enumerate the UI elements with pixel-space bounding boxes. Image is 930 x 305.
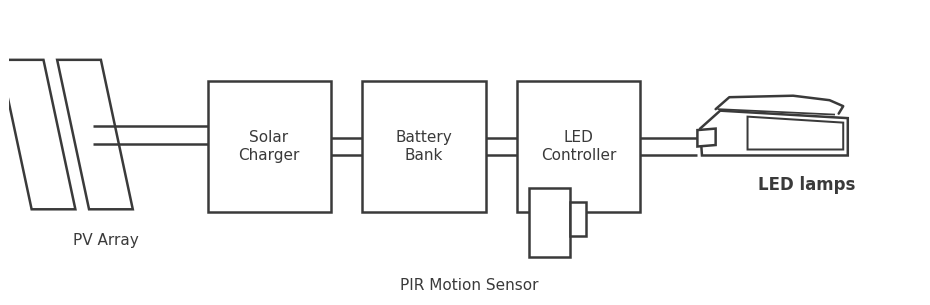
Polygon shape [700,111,848,156]
Polygon shape [0,60,75,209]
Polygon shape [529,188,570,257]
Bar [363,81,485,212]
Text: Solar
Charger: Solar Charger [238,130,299,163]
Polygon shape [698,129,716,146]
Text: Battery
Bank: Battery Bank [395,130,452,163]
Text: PV Array: PV Array [73,233,139,248]
Bar [207,81,330,212]
Bar [517,81,641,212]
Polygon shape [748,117,844,149]
Text: LED
Controller: LED Controller [541,130,617,163]
Text: LED lamps: LED lamps [758,176,856,194]
Polygon shape [57,60,133,209]
Text: PIR Motion Sensor: PIR Motion Sensor [400,278,538,293]
Polygon shape [570,202,586,236]
